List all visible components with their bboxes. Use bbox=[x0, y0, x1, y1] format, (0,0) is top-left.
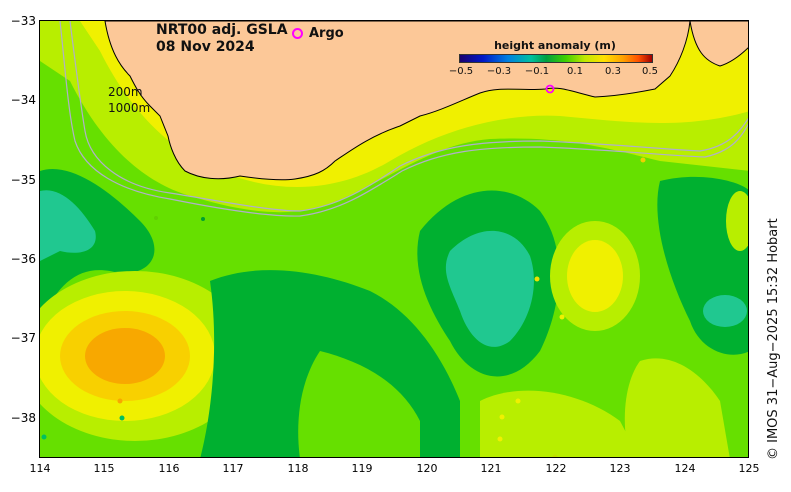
x-tick-label: 117 bbox=[222, 462, 244, 475]
map-svg bbox=[40, 21, 748, 457]
south-yellow-green bbox=[480, 390, 639, 457]
east-eddy-core bbox=[567, 240, 623, 312]
colorbar-tick: 0.3 bbox=[605, 66, 621, 77]
argo-float bbox=[534, 276, 540, 282]
x-tick-label: 114 bbox=[29, 462, 51, 475]
x-tick-label: 116 bbox=[158, 462, 180, 475]
contour-label-200m: 200m bbox=[108, 85, 143, 99]
y-tick-label: −33 bbox=[10, 14, 36, 28]
x-tick-label: 124 bbox=[674, 462, 696, 475]
argo-float bbox=[499, 414, 505, 420]
southeast-yellow-green bbox=[624, 358, 730, 457]
date-title: 08 Nov 2024 bbox=[156, 39, 255, 55]
colorbar-title: height anomaly (m) bbox=[494, 39, 616, 52]
argo-float bbox=[497, 436, 503, 442]
x-tick-label: 121 bbox=[480, 462, 502, 475]
argo-float bbox=[552, 454, 558, 457]
argo-float bbox=[582, 266, 588, 272]
contour-200m bbox=[69, 21, 748, 212]
land-east bbox=[689, 21, 748, 67]
central-green-tongue bbox=[298, 351, 420, 457]
argo-float bbox=[154, 216, 158, 220]
contour-label-1000m: 1000m bbox=[108, 101, 151, 115]
imos-credit: © IMOS 31−Aug−2025 15:32 Hobart bbox=[766, 218, 781, 460]
argo-float bbox=[640, 157, 646, 163]
y-tick-label: −34 bbox=[10, 93, 36, 107]
product-title: NRT00 adj. GSLA bbox=[156, 22, 288, 38]
argo-float bbox=[201, 217, 205, 221]
argo-float bbox=[515, 398, 521, 404]
y-tick-label: −35 bbox=[10, 173, 36, 187]
mid-eddy-core bbox=[445, 230, 534, 347]
x-tick-label: 122 bbox=[545, 462, 567, 475]
x-tick-label: 125 bbox=[738, 462, 760, 475]
argo-marker-icon bbox=[292, 28, 303, 39]
x-tick-label: 115 bbox=[93, 462, 115, 475]
west-teal bbox=[40, 190, 96, 261]
colorbar bbox=[459, 54, 653, 63]
east-teal-spot bbox=[703, 295, 747, 327]
argo-legend-label: Argo bbox=[309, 26, 344, 41]
colorbar-tick: 0.5 bbox=[642, 66, 658, 77]
argo-legend: Argo bbox=[292, 26, 344, 41]
x-tick-label: 123 bbox=[609, 462, 631, 475]
eddy-west-core bbox=[85, 328, 165, 384]
colorbar-tick: −0.5 bbox=[448, 66, 474, 77]
argo-float bbox=[545, 84, 555, 94]
colorbar-tick: −0.3 bbox=[486, 66, 512, 77]
x-tick-label: 119 bbox=[351, 462, 373, 475]
argo-float bbox=[117, 398, 123, 404]
argo-float bbox=[559, 314, 565, 320]
contour-1000m bbox=[59, 21, 748, 217]
argo-float bbox=[41, 434, 47, 440]
colorbar-tick: 0.1 bbox=[567, 66, 583, 77]
argo-floats bbox=[41, 84, 646, 457]
colorbar-tick: −0.1 bbox=[524, 66, 550, 77]
y-tick-label: −36 bbox=[10, 252, 36, 266]
argo-float bbox=[119, 415, 125, 421]
east-yellow-green bbox=[726, 191, 748, 251]
x-tick-label: 120 bbox=[416, 462, 438, 475]
x-tick-label: 118 bbox=[287, 462, 309, 475]
y-tick-label: −37 bbox=[10, 331, 36, 345]
y-tick-label: −38 bbox=[10, 411, 36, 425]
map-plot bbox=[39, 20, 749, 458]
